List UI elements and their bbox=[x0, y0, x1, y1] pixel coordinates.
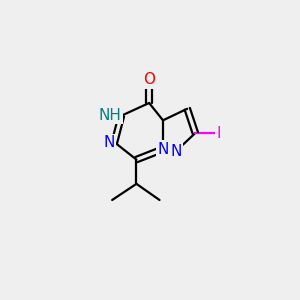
Text: N: N bbox=[157, 142, 169, 157]
Text: O: O bbox=[143, 72, 155, 87]
Text: N: N bbox=[170, 144, 182, 159]
Text: N: N bbox=[103, 135, 115, 150]
Text: I: I bbox=[216, 125, 221, 140]
Text: NH: NH bbox=[98, 108, 122, 123]
